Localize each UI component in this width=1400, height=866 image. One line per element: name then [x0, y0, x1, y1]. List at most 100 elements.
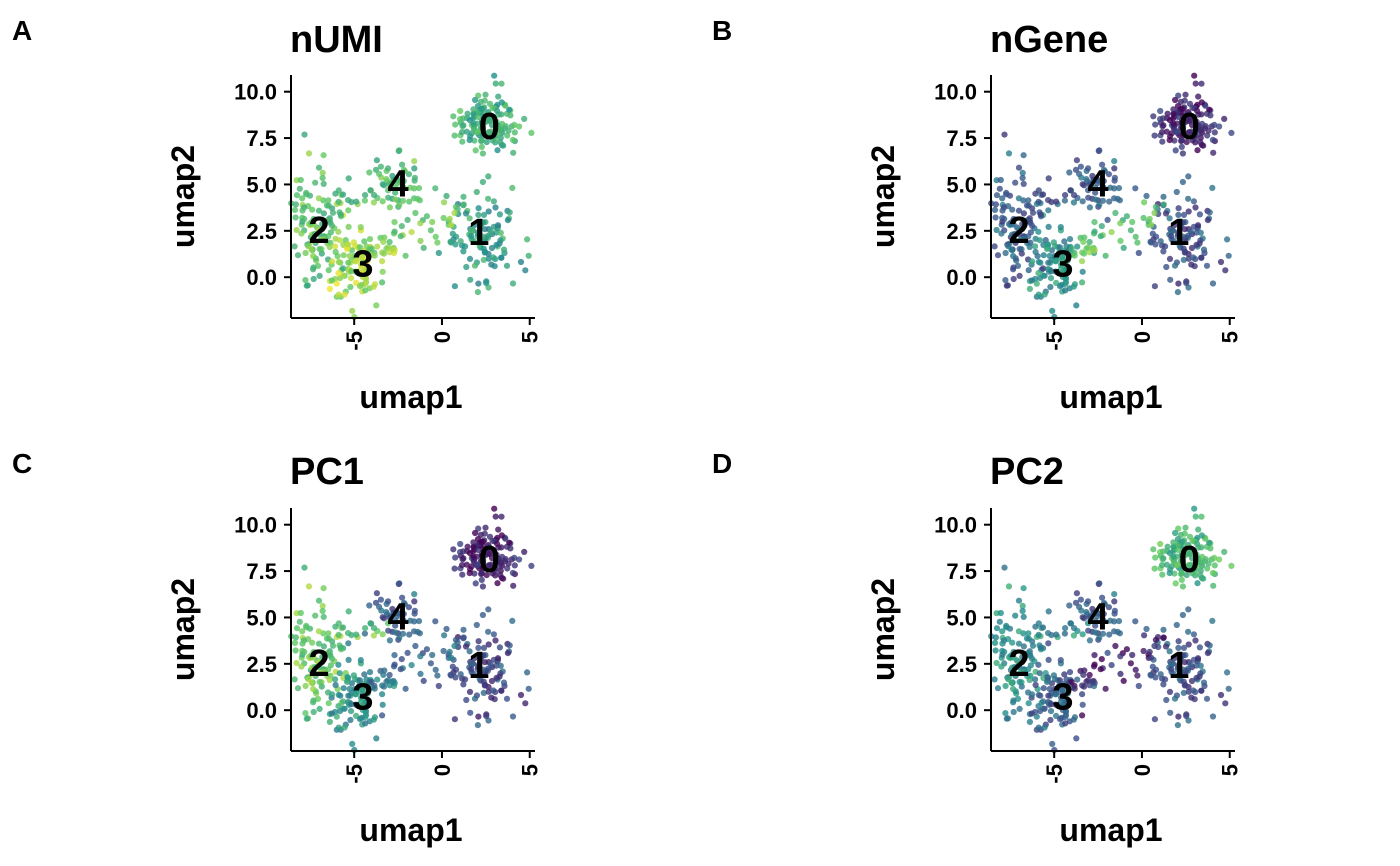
data-point	[524, 669, 531, 676]
data-point	[1198, 254, 1205, 261]
data-point	[1035, 631, 1042, 639]
data-point	[341, 724, 348, 731]
data-point	[411, 607, 418, 614]
data-point	[1061, 197, 1068, 204]
data-point	[1099, 594, 1106, 601]
data-point	[1178, 570, 1185, 577]
data-point	[468, 666, 475, 673]
data-point	[1032, 243, 1039, 250]
data-point	[1175, 205, 1182, 212]
data-point	[1179, 233, 1187, 240]
data-point	[371, 192, 378, 199]
data-point	[472, 580, 479, 587]
data-point	[389, 605, 396, 613]
data-point	[991, 639, 999, 647]
data-point	[475, 238, 482, 245]
data-point	[490, 198, 497, 205]
data-point	[325, 635, 332, 642]
data-point	[468, 660, 475, 667]
data-point	[392, 622, 399, 629]
data-point	[310, 685, 317, 693]
y-axis-title: umap2	[865, 578, 901, 681]
data-point	[336, 670, 343, 677]
data-point	[1012, 179, 1019, 186]
data-point	[1171, 137, 1178, 144]
data-point	[1211, 562, 1218, 569]
data-point	[1172, 96, 1179, 104]
data-point	[1080, 238, 1087, 245]
data-point	[292, 214, 299, 221]
data-point	[996, 185, 1003, 192]
data-point	[1019, 174, 1026, 182]
data-point	[1116, 197, 1123, 204]
data-point	[1029, 258, 1036, 265]
data-point	[525, 685, 532, 692]
data-point	[1040, 265, 1047, 272]
data-point	[1046, 685, 1053, 693]
data-point	[1170, 120, 1177, 127]
data-point	[1032, 190, 1039, 197]
data-point	[315, 659, 322, 666]
data-point	[357, 224, 364, 231]
data-point	[1185, 208, 1192, 215]
data-point	[1010, 685, 1017, 693]
y-tick-label: 7.5	[946, 126, 977, 151]
data-point	[443, 192, 450, 200]
data-point	[1035, 691, 1042, 699]
data-point	[1085, 620, 1092, 627]
data-point	[353, 198, 360, 205]
data-point	[1061, 671, 1068, 678]
data-point	[1083, 609, 1090, 616]
data-point	[1033, 713, 1040, 720]
data-point	[480, 644, 488, 652]
data-point	[474, 722, 481, 729]
data-point	[463, 561, 470, 568]
data-point	[1045, 223, 1052, 230]
points	[988, 505, 1235, 754]
data-point	[310, 275, 317, 283]
data-point	[317, 669, 324, 677]
data-point	[473, 621, 480, 629]
data-point	[1050, 672, 1057, 679]
data-point	[325, 197, 332, 204]
data-point	[472, 529, 479, 537]
data-point	[1025, 700, 1032, 707]
data-point	[1073, 735, 1080, 742]
data-point	[1179, 150, 1186, 157]
data-point	[1045, 656, 1052, 664]
data-point	[341, 291, 348, 298]
data-point	[1063, 266, 1070, 273]
data-point	[998, 230, 1005, 237]
data-point	[1005, 583, 1013, 590]
data-point	[1020, 180, 1027, 187]
data-point	[1195, 526, 1202, 533]
data-point	[1206, 106, 1213, 113]
data-point	[301, 648, 308, 656]
data-point	[1025, 635, 1032, 642]
data-point	[1085, 194, 1092, 201]
data-point	[335, 724, 342, 731]
data-point	[434, 239, 441, 246]
data-point	[309, 206, 316, 213]
data-point	[1011, 663, 1018, 671]
data-point	[366, 236, 374, 243]
x-tick-label: 0	[1130, 764, 1155, 776]
data-point	[411, 598, 418, 605]
data-point	[404, 649, 411, 657]
data-point	[1096, 201, 1103, 208]
data-point	[326, 285, 333, 292]
x-axis-title: umap1	[359, 812, 462, 848]
data-point	[1211, 554, 1218, 562]
data-point	[1205, 127, 1212, 134]
data-point	[1191, 72, 1198, 79]
y-tick-label: 0.0	[246, 698, 277, 723]
data-point	[308, 679, 315, 686]
x-tick-label: 0	[430, 764, 455, 776]
data-point	[1203, 695, 1211, 702]
data-point	[460, 122, 467, 129]
data-point	[420, 677, 427, 685]
cluster-label: 0	[1179, 539, 1200, 581]
data-point	[1189, 570, 1196, 577]
cluster-label: 3	[352, 676, 373, 718]
data-point	[408, 229, 415, 236]
